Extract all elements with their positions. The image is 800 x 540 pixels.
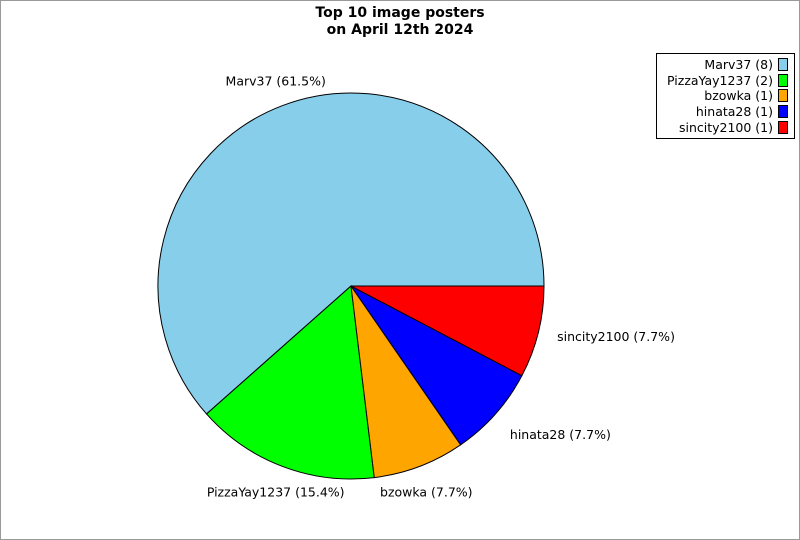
- legend-swatch: [778, 73, 788, 87]
- pie-slice-sincity2100: [350, 285, 545, 377]
- pie-slice-PizzaYay1237: [205, 284, 375, 480]
- legend-label: hinata28 (1): [695, 104, 773, 120]
- pie-slice-hinata28: [350, 285, 523, 446]
- pie-slice-label: PizzaYay1237 (15.4%): [207, 485, 345, 500]
- legend-swatch: [778, 89, 788, 103]
- chart-title-line2: on April 12th 2024: [326, 22, 474, 38]
- chart-title: Top 10 image posters on April 12th 2024: [1, 5, 799, 39]
- legend-label: sincity2100 (1): [678, 119, 773, 135]
- chart-title-line1: Top 10 image posters: [315, 5, 485, 21]
- legend-item-sincity2100: sincity2100 (1): [661, 119, 788, 135]
- legend-label: PizzaYay1237 (2): [667, 72, 773, 88]
- legend-label: Marv37 (8): [704, 57, 773, 73]
- legend-swatch: [778, 120, 788, 134]
- legend-item-Marv37: Marv37 (8): [661, 57, 788, 73]
- legend-item-hinata28: hinata28 (1): [661, 104, 788, 120]
- legend: Marv37 (8) PizzaYay1237 (2) bzowka (1) hina…: [656, 53, 795, 139]
- legend-item-PizzaYay1237: PizzaYay1237 (2): [661, 73, 788, 89]
- legend-label: bzowka (1): [704, 88, 773, 104]
- pie-slice-label: hinata28 (7.7%): [510, 427, 611, 442]
- legend-swatch: [778, 105, 788, 119]
- pie-slice-Marv37: [157, 92, 545, 415]
- legend-item-bzowka: bzowka (1): [661, 88, 788, 104]
- pie-slice-bzowka: [350, 285, 462, 479]
- legend-swatch: [778, 58, 788, 72]
- pie-slice-label: sincity2100 (7.7%): [557, 329, 675, 344]
- pie-slice-label: Marv37 (61.5%): [226, 74, 326, 89]
- pie-slice-label: bzowka (7.7%): [380, 485, 473, 500]
